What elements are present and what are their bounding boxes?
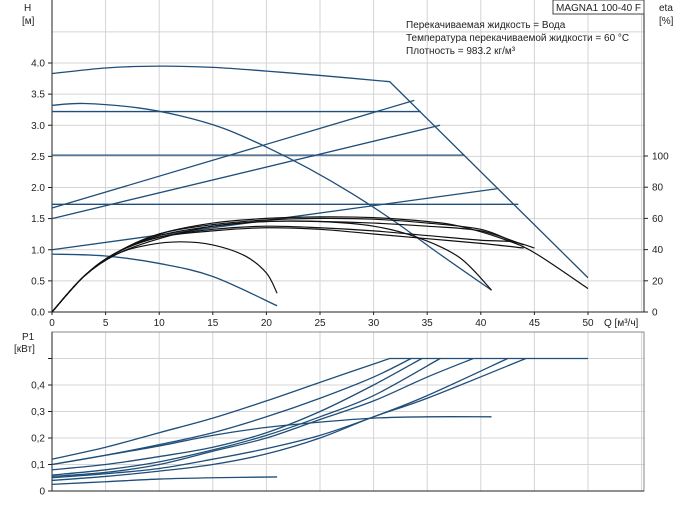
x-tick-label: 35 [422, 318, 434, 329]
y-tick-label: 3.5 [31, 90, 45, 101]
x-tick-label: 50 [582, 318, 594, 329]
p1-tick-label: 0,4 [31, 381, 45, 392]
model-label: MAGNA1 100-40 F [556, 3, 641, 14]
p1-tick-label: 0,3 [31, 407, 45, 418]
eta-tick-label: 60 [652, 214, 664, 225]
p1-tick-label: 0 [39, 487, 45, 498]
x-tick-label: 5 [103, 318, 109, 329]
eta-axis-unit: [%] [659, 16, 674, 27]
x-tick-label: 15 [207, 318, 219, 329]
eta-tick-label: 40 [652, 245, 664, 256]
p1-tick-label: 0,1 [31, 460, 45, 471]
head-curve-curve-2 [51, 102, 492, 291]
efficiency-curve-eta-a [51, 217, 514, 313]
x-tick-label: 0 [49, 318, 55, 329]
efficiency-curve-eta-min [51, 241, 278, 313]
power-curve-p-7 [51, 357, 527, 482]
x-tick-label: 25 [314, 318, 326, 329]
y-tick-label: 0.5 [31, 276, 45, 287]
eta-tick-label: 80 [652, 183, 664, 194]
y-tick-label: 3.0 [31, 121, 45, 132]
h-axis-unit: [м] [22, 16, 35, 27]
power-curve-p-3 [51, 357, 423, 471]
head-curve-prop-1 [51, 99, 415, 209]
head-curve-max [51, 65, 589, 279]
power-curve-p-min [51, 476, 278, 486]
efficiency-curve-eta-b [51, 220, 524, 313]
power-curve-p-max [51, 357, 588, 460]
x-tick-label: 10 [154, 318, 166, 329]
eta-tick-label: 20 [652, 276, 664, 287]
y-tick-label: 4.0 [31, 59, 45, 70]
p1-tick-label: 0,2 [31, 434, 45, 445]
h-axis-label: H [24, 3, 31, 14]
y-tick-label: 0.0 [31, 308, 45, 319]
x-tick-label: 40 [475, 318, 487, 329]
info-fluid: Перекачиваемая жидкость = Вода [406, 20, 566, 31]
p1-axis-unit: [кВт] [14, 344, 35, 355]
power-curve-p-5 [51, 357, 474, 478]
eta-tick-label: 0 [652, 308, 658, 319]
efficiency-curve-eta-d [51, 227, 524, 313]
x-tick-label: 20 [261, 318, 273, 329]
p1-axis-label: P1 [22, 332, 35, 343]
y-tick-label: 1.5 [31, 214, 45, 225]
q-axis-label: Q [м³/ч] [604, 318, 639, 329]
y-tick-label: 2.0 [31, 183, 45, 194]
y-tick-label: 2.5 [31, 152, 45, 163]
power-curve-p-flat [51, 416, 492, 466]
power-curve-p-6 [51, 357, 508, 479]
model-box [552, 0, 645, 15]
info-temperature: Температура перекачиваемой жидкости = 60… [406, 33, 629, 44]
eta-axis-label: eta [659, 3, 673, 14]
info-density: Плотность = 983.2 кг/м³ [406, 46, 516, 57]
eta-tick-label: 100 [652, 152, 669, 163]
power-curve-p-4 [51, 357, 441, 476]
y-tick-label: 1.0 [31, 245, 45, 256]
efficiency-curve-eta-e [51, 220, 492, 313]
head-curve-prop-2 [51, 124, 441, 220]
head-curve-min [51, 253, 278, 307]
x-tick-label: 30 [368, 318, 380, 329]
x-tick-label: 45 [529, 318, 541, 329]
